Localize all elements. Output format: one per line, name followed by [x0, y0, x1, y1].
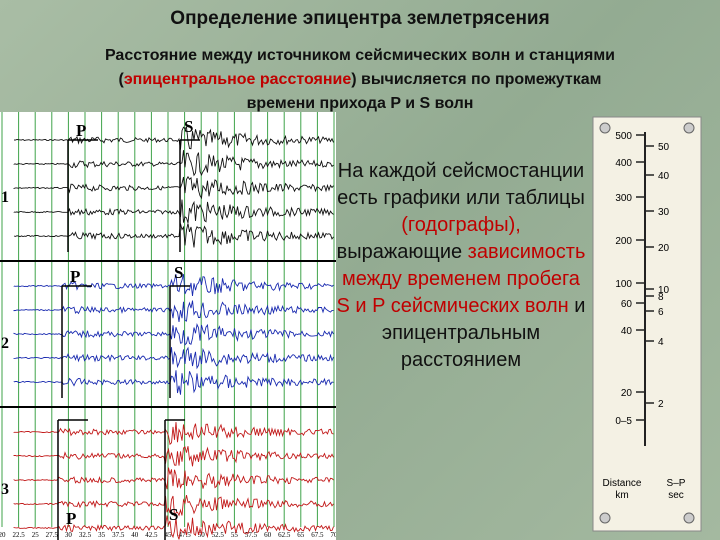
screw [683, 122, 695, 134]
screw [599, 122, 611, 134]
axis-label: 37.5 [112, 531, 125, 539]
axis-label: 57.5 [245, 531, 258, 539]
trace [13, 422, 334, 446]
screw [599, 512, 611, 524]
time-label: 30 [658, 207, 670, 218]
axis-label: 47.5 [178, 531, 191, 539]
distance-label: 300 [615, 193, 632, 204]
axis-label: 42.5 [145, 531, 158, 539]
trace [13, 300, 334, 322]
subtitle-term: эпицентральное расстояние [123, 71, 352, 88]
time-label: 2 [658, 399, 664, 410]
s-label: S [174, 263, 183, 282]
trace [13, 495, 334, 517]
p-label: P [76, 121, 86, 140]
distance-label: 200 [615, 236, 632, 247]
p-label: P [70, 267, 80, 286]
axis-label: 22.5 [12, 531, 25, 539]
caption: S–P [667, 478, 686, 489]
time-label: 8 [658, 292, 664, 303]
trace [13, 175, 334, 200]
axis-label: 25 [32, 531, 40, 539]
section-label: 3 [1, 481, 9, 498]
trace [13, 199, 334, 224]
trace [13, 346, 334, 370]
section-label: 2 [1, 335, 9, 352]
text-segment: На каждой сейсмостанции есть графики или… [337, 160, 585, 209]
axis-label: 20 [0, 531, 6, 539]
title: Определение эпицентра землетрясения [170, 8, 550, 29]
distance-label: 100 [615, 279, 632, 290]
time-label: 4 [658, 337, 664, 348]
subtitle-text: ( [118, 71, 124, 88]
text-segment: (годографы), [401, 214, 521, 236]
nomogram-panel [592, 116, 702, 532]
p-label: P [66, 509, 76, 528]
time-label: 6 [658, 307, 664, 318]
axis-label: 67.5 [311, 531, 324, 539]
axis-label: 50 [198, 531, 206, 539]
text-segment: зависимость между временем пробега S и P… [336, 241, 586, 317]
subtitle-text: ) вычисляется по промежуткам [351, 71, 602, 88]
axis-label: 62.5 [278, 531, 291, 539]
axis-label: 30 [65, 531, 73, 539]
axis-label: 52.5 [212, 531, 225, 539]
caption: Distance [603, 478, 642, 489]
text-segment: выражающие [336, 241, 463, 263]
distance-label: 500 [615, 131, 632, 142]
distance-label: 20 [621, 388, 633, 399]
axis-label: 27.5 [46, 531, 59, 539]
trace [13, 150, 334, 177]
trace [13, 446, 334, 467]
trace [13, 370, 334, 395]
axis-label: 65 [297, 531, 305, 539]
text-block: На каждой сейсмостанции есть графики или… [336, 158, 586, 374]
distance-label: 40 [621, 326, 633, 337]
trace [13, 515, 334, 540]
text-segment: и эпицентральным расстоянием [381, 295, 586, 371]
caption: km [615, 490, 628, 501]
axis-label: 35 [98, 531, 106, 539]
s-label: S [184, 117, 193, 136]
caption: sec [668, 490, 684, 501]
axis-label: 40 [131, 531, 139, 539]
distance-label: 400 [615, 158, 632, 169]
axis-label: 60 [264, 531, 272, 539]
nomogram: 500 400 300 200 100 60 40 20 0–5 50 40 30 20 108 6 4 2 Di… [592, 116, 702, 532]
trace [13, 126, 334, 150]
distance-label: 0–5 [615, 416, 632, 427]
axis-label: 70 [331, 531, 337, 539]
screw [683, 512, 695, 524]
section-label: 1 [1, 189, 9, 206]
distance-label: 60 [621, 299, 633, 310]
trace [13, 467, 334, 490]
time-label: 40 [658, 171, 670, 182]
axis-label: 45 [165, 531, 173, 539]
s-label: S [169, 505, 178, 524]
time-label: 10 [658, 285, 670, 296]
time-label: 50 [658, 142, 670, 153]
axis-label: 55 [231, 531, 239, 539]
seismogram: 20 22.5 25 27.5 30 32.5 35 37.5 40 42.5 45 47.5 50 52… [0, 112, 336, 540]
subtitle-line: времени прихода P и S волн [246, 95, 474, 112]
axis-label: 32.5 [79, 531, 92, 539]
subtitle-line: Расстояние между источником сейсмических… [104, 47, 616, 64]
time-label: 20 [658, 243, 670, 254]
trace [13, 322, 334, 346]
subtitle: Расстояние между источником сейсмических… [0, 44, 720, 116]
